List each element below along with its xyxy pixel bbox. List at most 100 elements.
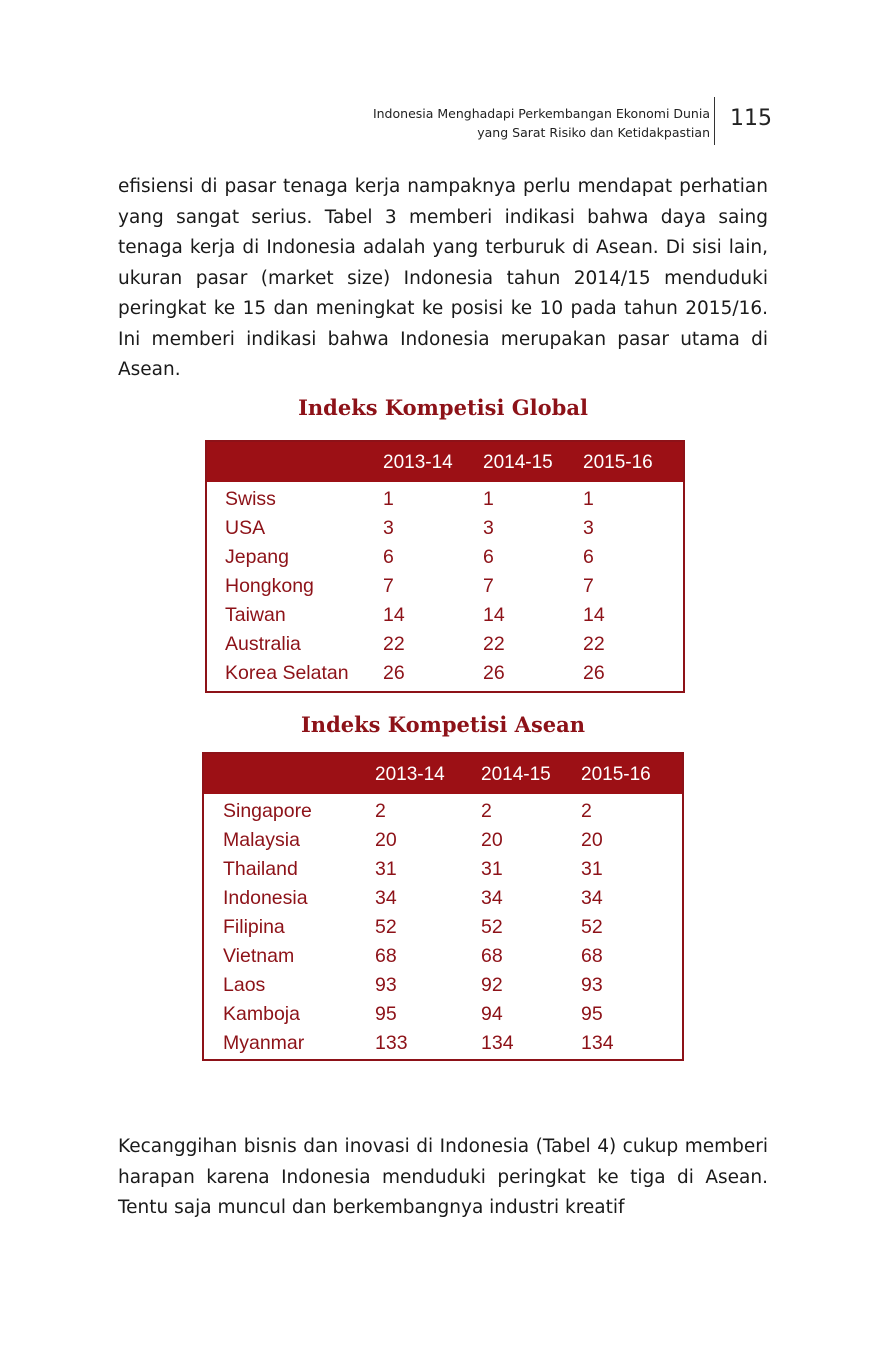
table-asean-body: Singapore 2 2 2 Malaysia 20 20 20 Thailand 31 31 31… xyxy=(204,794,682,1058)
table-row: Singapore 2 2 2 xyxy=(204,797,682,826)
rank-cell: 26 xyxy=(483,662,505,684)
rank-cell: 52 xyxy=(581,916,603,938)
column-header: 2013-14 xyxy=(375,764,445,785)
rank-cell: 52 xyxy=(481,916,503,938)
country-cell: Australia xyxy=(225,633,301,655)
table-row: Filipina 52 52 52 xyxy=(204,913,682,942)
column-header: 2015-16 xyxy=(583,452,653,473)
rank-cell: 6 xyxy=(383,546,394,568)
rank-cell: 133 xyxy=(375,1032,408,1054)
table-row: Laos 93 92 93 xyxy=(204,971,682,1000)
table-row: Kamboja 95 94 95 xyxy=(204,1000,682,1029)
rank-cell: 14 xyxy=(383,604,405,626)
header-divider xyxy=(714,97,715,145)
body-paragraph-2: Kecanggihan bisnis dan inovasi di Indone… xyxy=(118,1136,768,1218)
table-row: Thailand 31 31 31 xyxy=(204,855,682,884)
rank-cell: 31 xyxy=(581,858,603,880)
column-header: 2015-16 xyxy=(581,764,651,785)
rank-cell: 93 xyxy=(581,974,603,996)
rank-cell: 7 xyxy=(583,575,594,597)
country-cell: Swiss xyxy=(225,488,276,510)
column-header: 2014-15 xyxy=(483,452,553,473)
country-cell: Laos xyxy=(223,974,266,996)
rank-cell: 134 xyxy=(481,1032,514,1054)
table-global-header: 2013-14 2014-15 2015-16 xyxy=(207,442,683,482)
country-cell: Jepang xyxy=(225,546,289,568)
rank-cell: 34 xyxy=(375,887,397,909)
rank-cell: 68 xyxy=(481,945,503,967)
rank-cell: 7 xyxy=(383,575,394,597)
rank-cell: 1 xyxy=(383,488,394,510)
table-global-body: Swiss 1 1 1 USA 3 3 3 Jepang 6 6 6 Hongkong 7 7 7 Taiwan… xyxy=(207,482,683,688)
rank-cell: 20 xyxy=(581,829,603,851)
table-asean: 2013-14 2014-15 2015-16 Singapore 2 2 2 Malays… xyxy=(202,752,684,1061)
country-cell: USA xyxy=(225,517,266,539)
rank-cell: 6 xyxy=(483,546,494,568)
table-asean-header: 2013-14 2014-15 2015-16 xyxy=(204,754,682,794)
table-row: Hongkong 7 7 7 xyxy=(207,572,683,601)
rank-cell: 26 xyxy=(383,662,405,684)
rank-cell: 94 xyxy=(481,1003,503,1025)
country-cell: Indonesia xyxy=(223,887,308,909)
table-asean-title: Indeks Kompetisi Asean xyxy=(300,712,586,737)
rank-cell: 95 xyxy=(375,1003,397,1025)
rank-cell: 3 xyxy=(483,517,494,539)
rank-cell: 68 xyxy=(375,945,397,967)
rank-cell: 134 xyxy=(581,1032,614,1054)
table-row: Indonesia 34 34 34 xyxy=(204,884,682,913)
rank-cell: 34 xyxy=(581,887,603,909)
table-row: Taiwan 14 14 14 xyxy=(207,601,683,630)
rank-cell: 14 xyxy=(483,604,505,626)
table-row: USA 3 3 3 xyxy=(207,514,683,543)
rank-cell: 95 xyxy=(581,1003,603,1025)
body-paragraph-1: efisiensi di pasar tenaga kerja nampakny… xyxy=(118,176,768,380)
table-row: Korea Selatan 26 26 26 xyxy=(207,659,683,688)
rank-cell: 3 xyxy=(583,517,594,539)
rank-cell: 22 xyxy=(583,633,605,655)
table-global: 2013-14 2014-15 2015-16 Swiss 1 1 1 USA 3 3 3 Jepa… xyxy=(205,440,685,693)
rank-cell: 26 xyxy=(583,662,605,684)
country-cell: Korea Selatan xyxy=(225,662,349,684)
table-row: Myanmar 133 134 134 xyxy=(204,1029,682,1058)
country-cell: Thailand xyxy=(223,858,298,880)
rank-cell: 2 xyxy=(375,800,386,822)
table-row: Australia 22 22 22 xyxy=(207,630,683,659)
rank-cell: 20 xyxy=(375,829,397,851)
rank-cell: 93 xyxy=(375,974,397,996)
country-cell: Taiwan xyxy=(225,604,286,626)
rank-cell: 14 xyxy=(583,604,605,626)
country-cell: Malaysia xyxy=(223,829,300,851)
page-number: 115 xyxy=(730,106,772,131)
table-row: Malaysia 20 20 20 xyxy=(204,826,682,855)
header-line-2: yang Sarat Risiko dan Ketidakpastian xyxy=(477,125,710,140)
rank-cell: 1 xyxy=(583,488,594,510)
country-cell: Kamboja xyxy=(223,1003,300,1025)
rank-cell: 22 xyxy=(383,633,405,655)
rank-cell: 52 xyxy=(375,916,397,938)
rank-cell: 31 xyxy=(481,858,503,880)
rank-cell: 92 xyxy=(481,974,503,996)
rank-cell: 3 xyxy=(383,517,394,539)
rank-cell: 1 xyxy=(483,488,494,510)
rank-cell: 68 xyxy=(581,945,603,967)
country-cell: Myanmar xyxy=(223,1032,305,1054)
column-header: 2013-14 xyxy=(383,452,453,473)
rank-cell: 2 xyxy=(581,800,592,822)
rank-cell: 34 xyxy=(481,887,503,909)
rank-cell: 31 xyxy=(375,858,397,880)
column-header: 2014-15 xyxy=(481,764,551,785)
rank-cell: 2 xyxy=(481,800,492,822)
rank-cell: 7 xyxy=(483,575,494,597)
table-row: Jepang 6 6 6 xyxy=(207,543,683,572)
table-global-title: Indeks Kompetisi Global xyxy=(298,395,588,420)
table-row: Vietnam 68 68 68 xyxy=(204,942,682,971)
rank-cell: 6 xyxy=(583,546,594,568)
rank-cell: 20 xyxy=(481,829,503,851)
country-cell: Singapore xyxy=(223,800,312,822)
country-cell: Filipina xyxy=(223,916,285,938)
country-cell: Vietnam xyxy=(223,945,295,967)
header-line-1: Indonesia Menghadapi Perkembangan Ekonom… xyxy=(372,106,710,121)
rank-cell: 22 xyxy=(483,633,505,655)
country-cell: Hongkong xyxy=(225,575,314,597)
running-header: Indonesia Menghadapi Perkembangan Ekonom… xyxy=(373,104,710,142)
